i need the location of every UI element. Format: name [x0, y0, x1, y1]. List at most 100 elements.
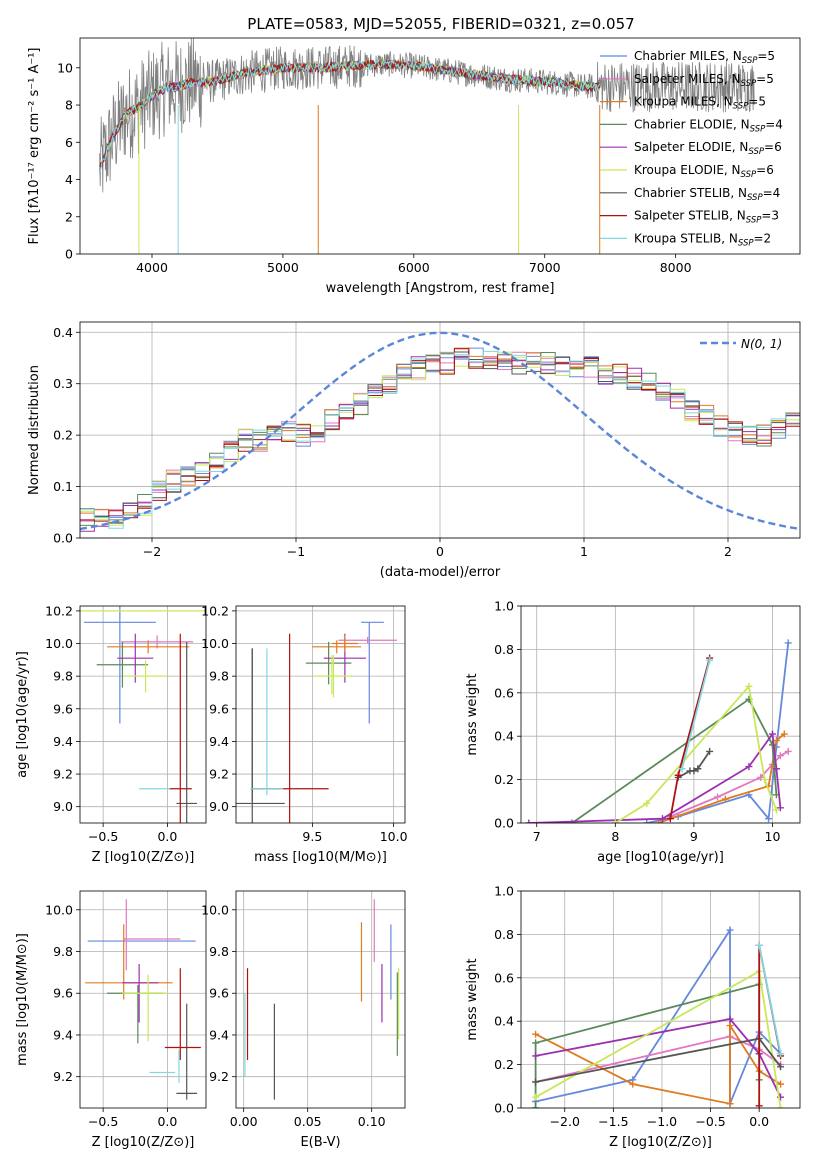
legend-name: Kroupa STELIB, N	[634, 231, 738, 245]
y-tick-label: 0.4	[494, 729, 514, 744]
grid	[236, 606, 405, 823]
y-tick-label: 9.2	[209, 1069, 229, 1084]
y-tick-label: 9.4	[53, 1027, 73, 1042]
mass-weight-marker	[745, 682, 753, 690]
mass-weight-marker	[532, 1093, 540, 1101]
axes-frame	[520, 605, 801, 824]
y-tick-label: 0.4	[53, 325, 73, 340]
y-tick-label: 9.6	[53, 701, 73, 716]
y-axis-label: mass weight	[465, 673, 480, 755]
plot-area	[236, 621, 397, 823]
y-tick-label: 0.2	[494, 772, 514, 787]
mass-weight-marker	[772, 765, 780, 773]
mass-weight-marker	[532, 1078, 540, 1086]
y-axis-label: mass [log10(M/M⊙)]	[15, 933, 30, 1066]
legend-label: Salpeter ELODIE, NSSP=6	[634, 140, 782, 157]
mass-weight-marker	[690, 767, 698, 775]
mass-weight-marker	[757, 773, 765, 781]
legend-name: Kroupa MILES, N	[634, 95, 733, 109]
mass-weight-marker	[765, 815, 773, 823]
residual-histogram	[80, 355, 800, 532]
mass-weight-marker	[721, 795, 729, 803]
mass-weight-marker	[772, 806, 780, 814]
y-tick-label: 0.8	[494, 642, 514, 657]
mass-weight-marker	[568, 819, 576, 823]
legend-label: Kroupa MILES, NSSP=5	[634, 95, 766, 112]
x-axis-label: Z [log10(Z/Z⊙)]	[609, 1135, 712, 1150]
figure-title: PLATE=0583, MJD=52055, FIBERID=0321, z=0…	[247, 15, 634, 33]
grid	[236, 891, 405, 1108]
x-tick-label: 1	[580, 544, 588, 559]
legend-sub: SSP	[748, 147, 764, 157]
mass-weight-marker	[726, 926, 734, 934]
mass-weight-marker	[761, 776, 769, 784]
mass-weight-marker	[674, 771, 682, 779]
y-tick-label: 0.3	[53, 376, 73, 391]
y-axis-label: Normed distribution	[27, 365, 42, 495]
x-tick-label: 0.10	[358, 1114, 386, 1129]
y-tick-label: 9.8	[209, 944, 229, 959]
legend-name: Kroupa ELODIE, N	[634, 163, 741, 177]
y-tick-label: 9.2	[53, 1069, 73, 1084]
x-axis-label: mass [log10(M/M⊙)]	[254, 850, 387, 865]
x-axis-label: E(B-V)	[300, 1135, 340, 1150]
legend-label: N(0, 1)	[741, 337, 782, 351]
y-tick-label: 10.2	[201, 603, 229, 618]
y-tick-label: 10.0	[201, 636, 229, 651]
legend-name: Salpeter MILES, N	[634, 72, 741, 86]
y-tick-label: 10.2	[45, 603, 73, 618]
mass-weight-marker	[706, 656, 714, 664]
plot-area	[85, 899, 201, 1100]
legend-name: Salpeter ELODIE, N	[634, 140, 748, 154]
x-tick-label: 10	[765, 829, 781, 844]
mass-weight-marker	[525, 819, 533, 823]
legend-name: Salpeter STELIB, N	[634, 209, 746, 223]
x-tick-label: 7	[533, 829, 541, 844]
mass-weight-marker	[666, 815, 674, 823]
mass-weight-marker	[776, 752, 784, 760]
mass-weight-line	[534, 983, 761, 1108]
mass-weight-marker	[755, 1102, 763, 1108]
residual-histogram	[80, 348, 800, 522]
plot-area	[244, 899, 400, 1100]
y-axis-label: age [log10(age/yr)]	[15, 651, 30, 778]
x-axis-label: wavelength [Angstrom, rest frame]	[326, 281, 555, 296]
x-axis-label: age [log10(age/yr)]	[597, 850, 724, 865]
mass-weight-marker	[726, 1015, 734, 1023]
mass-weight-line	[535, 1018, 782, 1098]
legend-label: Kroupa STELIB, NSSP=2	[634, 231, 771, 248]
x-axis-label: (data-model)/error	[380, 565, 501, 580]
y-tick-label: 9.6	[209, 701, 229, 716]
x-tick-label: 0	[436, 544, 444, 559]
y-tick-label: 10.0	[45, 636, 73, 651]
residual-histogram	[80, 352, 800, 526]
mass-weight-marker	[706, 747, 714, 755]
axes-massweight_vs_age: 7 8 9 10 0.0 0.2 0.4 0.6 0.8 1.0 age [log10(age/yr…	[465, 599, 801, 865]
y-tick-label: 1.0	[494, 884, 514, 899]
mass-weight-marker	[784, 747, 792, 755]
x-tick-label: 8	[611, 829, 619, 844]
x-tick-label: −0.5	[695, 1114, 725, 1129]
y-tick-label: 0.2	[494, 1057, 514, 1072]
x-tick-label: −2.0	[550, 1114, 580, 1129]
y-tick-label: 0	[65, 247, 73, 262]
mass-weight-marker	[532, 1030, 540, 1038]
mass-weight-marker	[643, 819, 651, 823]
x-tick-label: 2	[724, 544, 732, 559]
y-tick-label: 0.0	[494, 1101, 514, 1116]
residual-histogram	[80, 350, 800, 529]
y-tick-label: 4	[65, 172, 73, 187]
axes-age_vs_mass: 9.5 10.0 9.0 9.2 9.4 9.6 9.8 10.0 10.2 mass [log1…	[201, 603, 408, 865]
legend-sub: SSP	[741, 170, 757, 180]
mass-weight-marker	[726, 1100, 734, 1108]
x-tick-label: 7000	[529, 260, 561, 275]
axes-frame	[235, 605, 406, 824]
y-tick-label: 1.0	[494, 599, 514, 614]
x-tick-label: 10.0	[380, 829, 408, 844]
mass-weight-marker	[777, 1050, 785, 1058]
residual-histogram	[80, 347, 800, 521]
y-tick-label: 9.4	[209, 734, 229, 749]
mass-weight-line	[535, 1037, 782, 1083]
y-tick-label: 2	[65, 209, 73, 224]
